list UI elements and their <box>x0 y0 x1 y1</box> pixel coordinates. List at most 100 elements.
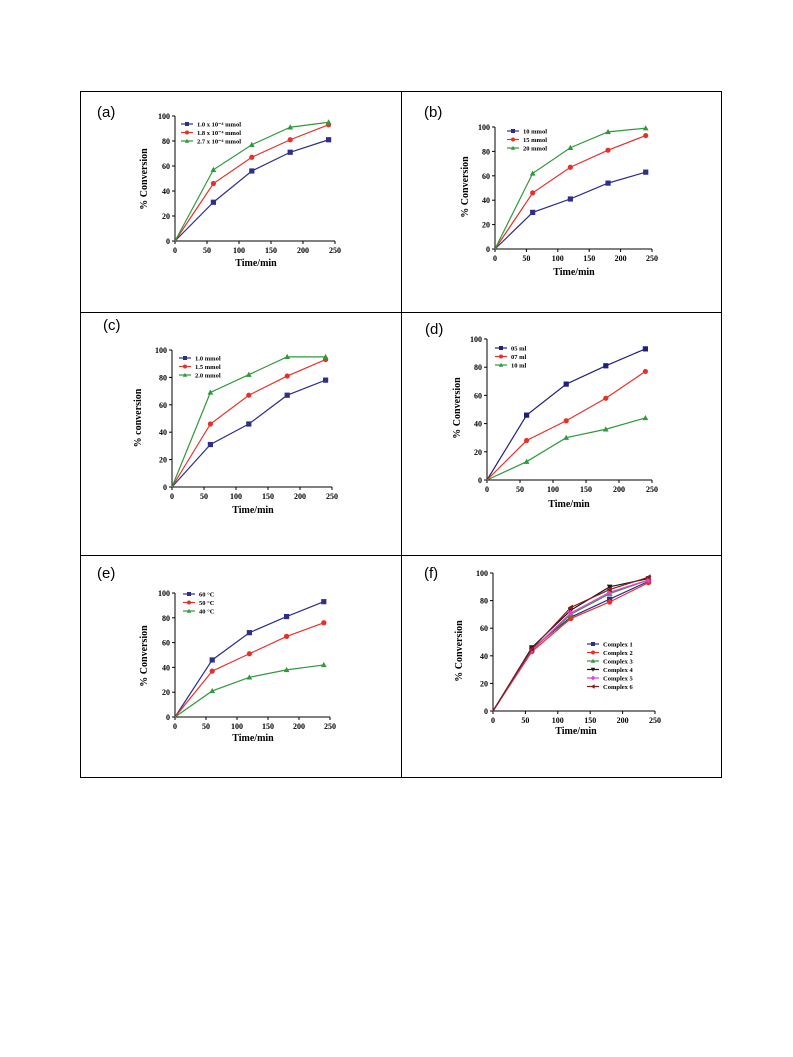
data-point-series-2 <box>605 147 611 153</box>
legend-marker <box>591 650 595 655</box>
legend-label: 2.0 mmol <box>195 373 221 380</box>
y-axis-label: % Conversion <box>139 148 150 210</box>
panel-label: (b) <box>424 104 443 121</box>
data-point-series-2 <box>246 651 252 657</box>
data-point-series-1 <box>209 657 215 663</box>
data-point-series-1 <box>607 596 613 602</box>
x-tick-label: 100 <box>230 492 242 501</box>
panel-label: (f) <box>424 565 439 582</box>
y-tick-label: 20 <box>480 679 488 688</box>
x-tick-label: 250 <box>646 485 658 494</box>
y-tick-label: 100 <box>470 335 482 344</box>
legend-marker <box>187 600 191 605</box>
data-point-series-5 <box>567 609 574 617</box>
y-tick-label: 0 <box>166 237 170 246</box>
data-point-series-1 <box>326 137 332 143</box>
legend-label: 2.7 x 10⁻⁴ mmol <box>197 139 241 146</box>
data-point-series-3 <box>605 128 611 135</box>
y-tick-label: 80 <box>162 137 170 146</box>
data-point-series-6 <box>567 604 573 611</box>
x-tick-label: 200 <box>615 254 627 263</box>
legend-label: Complex 6 <box>603 684 634 691</box>
y-tick-label: 20 <box>482 221 490 230</box>
data-point-series-2 <box>287 137 293 143</box>
legend-label: 10 mmol <box>523 129 547 136</box>
x-tick-label: 150 <box>262 492 274 501</box>
data-point-series-2 <box>524 437 530 444</box>
data-point-series-3 <box>207 389 214 395</box>
data-point-series-1 <box>246 630 252 636</box>
y-tick-label: 80 <box>159 373 167 382</box>
y-tick-label: 60 <box>480 624 488 633</box>
legend-marker <box>185 130 189 135</box>
y-axis-label: % Conversion <box>460 156 471 218</box>
panel-label: (c) <box>103 317 121 334</box>
data-point-series-3 <box>567 144 574 150</box>
y-tick-label: 60 <box>474 391 482 400</box>
data-point-series-3 <box>245 371 252 377</box>
y-tick-label: 40 <box>474 420 482 429</box>
x-axis-label: Time/min <box>232 505 274 516</box>
legend-marker <box>590 675 596 681</box>
legend-marker <box>184 138 190 143</box>
y-tick-label: 0 <box>166 713 170 722</box>
y-tick-label: 0 <box>478 476 482 485</box>
x-tick-label: 50 <box>521 716 529 725</box>
legend-marker <box>590 684 595 689</box>
data-point-series-3 <box>320 661 327 668</box>
y-tick-label: 60 <box>162 162 170 171</box>
data-point-series-1 <box>603 363 609 369</box>
data-point-series-1 <box>524 412 530 418</box>
data-point-series-3 <box>602 426 609 432</box>
x-axis-label: Time/min <box>555 726 597 737</box>
x-tick-label: 50 <box>203 246 211 255</box>
data-point-series-6 <box>645 574 651 580</box>
x-tick-label: 200 <box>297 246 309 255</box>
x-tick-label: 150 <box>583 254 595 263</box>
data-point-series-2 <box>210 180 216 187</box>
legend-marker <box>511 137 515 142</box>
series-line-2 <box>486 370 646 481</box>
data-point-series-1 <box>605 180 611 186</box>
y-tick-label: 80 <box>480 597 488 606</box>
x-tick-label: 100 <box>547 485 559 494</box>
legend-label: Complex 5 <box>603 676 634 683</box>
x-tick-label: 0 <box>493 254 497 263</box>
data-point-series-1 <box>284 613 290 620</box>
data-point-series-1 <box>567 196 573 202</box>
x-tick-label: 200 <box>613 485 625 494</box>
legend-label: Complex 1 <box>603 642 633 649</box>
y-tick-label: 20 <box>162 688 170 697</box>
y-tick-label: 40 <box>159 428 167 437</box>
x-tick-label: 0 <box>491 716 495 725</box>
chart-panel-b: (b) 0 50 100 150 200 250 0 20 40 60 80 100 Time/min%… <box>402 92 722 312</box>
y-tick-label: 0 <box>484 707 488 716</box>
data-point-series-3 <box>642 414 649 421</box>
x-tick-label: 100 <box>552 254 564 263</box>
data-point-series-2 <box>568 615 574 622</box>
y-tick-label: 20 <box>474 448 482 457</box>
legend-label: 05 ml <box>511 346 527 353</box>
y-tick-label: 80 <box>482 147 490 156</box>
series-line-3 <box>174 664 324 718</box>
x-tick-label: 50 <box>516 485 524 494</box>
series-line-2 <box>494 134 646 250</box>
y-tick-label: 40 <box>482 196 490 205</box>
legend-marker <box>499 346 503 350</box>
legend-marker <box>183 364 187 369</box>
x-tick-label: 0 <box>173 246 177 255</box>
data-point-series-3 <box>325 119 332 125</box>
legend-label: 50 °C <box>199 600 215 607</box>
data-point-series-1 <box>210 199 216 205</box>
data-point-series-3 <box>246 674 253 680</box>
legend-marker <box>590 667 596 672</box>
grid-divider-horizontal-1 <box>81 312 721 313</box>
grid-divider-horizontal-2 <box>81 555 721 556</box>
y-axis-label: % conversion <box>133 388 144 447</box>
data-point-series-4 <box>606 584 613 590</box>
data-point-series-3 <box>322 353 329 360</box>
data-point-series-1 <box>287 149 293 155</box>
